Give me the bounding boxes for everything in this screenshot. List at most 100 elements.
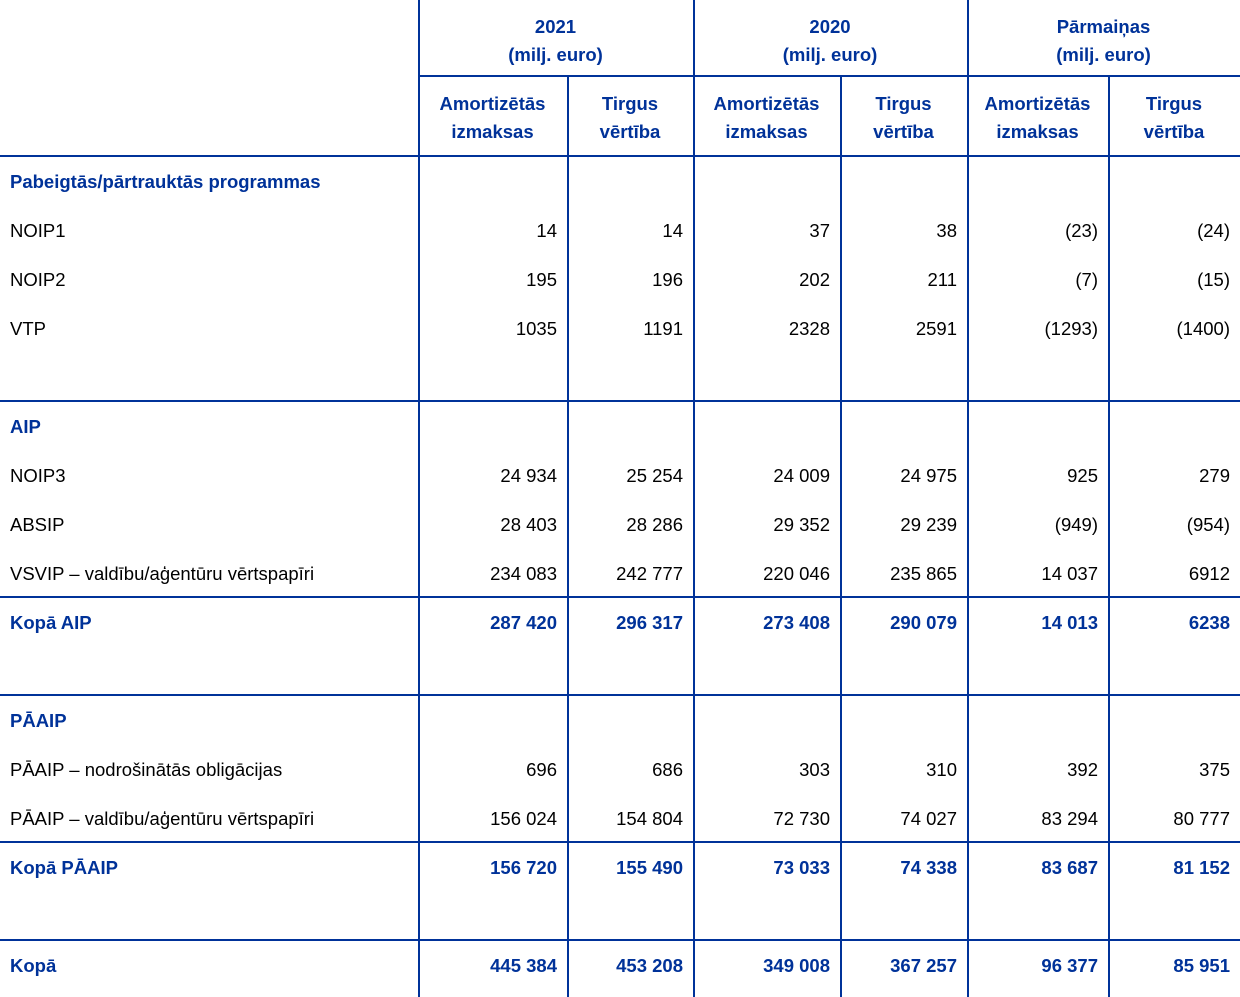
cell-value: 1035 xyxy=(515,318,557,339)
cell-value: 202 xyxy=(799,269,830,290)
cell-value: (7) xyxy=(1075,269,1098,290)
rule xyxy=(840,75,842,997)
cell-value: 83 687 xyxy=(1041,857,1098,878)
cell-value: 85 951 xyxy=(1173,955,1230,976)
cell-value: 6912 xyxy=(1188,563,1230,584)
total-label: Kopā xyxy=(10,955,57,976)
row-label: PĀAIP – valdību/aģentūru vērtspapīri xyxy=(10,808,315,829)
cell-value: 74 027 xyxy=(900,808,957,829)
rule xyxy=(418,0,420,997)
cell-value: 349 008 xyxy=(763,955,830,976)
cell-value: 14 013 xyxy=(1041,612,1098,633)
rule xyxy=(693,0,695,997)
rule xyxy=(0,841,1240,843)
sub-header: vērtība xyxy=(599,120,661,142)
cell-value: 29 352 xyxy=(773,514,830,535)
rule xyxy=(0,939,1240,941)
cell-value: (23) xyxy=(1065,220,1098,241)
sub-header: Tirgus xyxy=(875,92,932,114)
sub-header: izmaksas xyxy=(725,120,808,142)
group-title: 2021 xyxy=(534,15,577,37)
row-label: PĀAIP – nodrošinātās obligācijas xyxy=(10,759,283,780)
cell-value: 28 286 xyxy=(626,514,683,535)
row-label: NOIP3 xyxy=(10,465,66,486)
sub-header: Tirgus xyxy=(601,92,659,114)
rule xyxy=(0,596,1240,598)
cell-value: 29 239 xyxy=(900,514,957,535)
cell-value: 375 xyxy=(1199,759,1230,780)
sub-header: Amortizētās xyxy=(713,92,820,114)
sub-header: vērtība xyxy=(1143,120,1205,142)
rule xyxy=(418,75,1240,77)
row-label: NOIP2 xyxy=(10,269,66,290)
cell-value: (1293) xyxy=(1044,318,1098,339)
cell-value: 156 720 xyxy=(490,857,557,878)
cell-value: (1400) xyxy=(1176,318,1230,339)
cell-value: 80 777 xyxy=(1173,808,1230,829)
rule xyxy=(0,155,1240,157)
cell-value: 24 975 xyxy=(900,465,957,486)
sub-header: vērtība xyxy=(873,120,934,142)
cell-value: 303 xyxy=(799,759,830,780)
row-label: NOIP1 xyxy=(10,220,66,241)
group-unit: (milj. euro) xyxy=(508,43,603,65)
cell-value: 156 024 xyxy=(490,808,557,829)
cell-value: 696 xyxy=(526,759,557,780)
rule xyxy=(567,75,569,997)
cell-value: 6238 xyxy=(1188,612,1230,633)
cell-value: 72 730 xyxy=(773,808,830,829)
cell-value: 14 xyxy=(662,220,683,241)
cell-value: 14 xyxy=(536,220,557,241)
cell-value: 686 xyxy=(652,759,683,780)
sub-header: Amortizētās xyxy=(439,92,546,114)
rule xyxy=(0,400,1240,402)
cell-value: 74 338 xyxy=(900,857,957,878)
total-label: Kopā AIP xyxy=(10,612,92,633)
cell-value: 24 934 xyxy=(500,465,557,486)
cell-value: 1191 xyxy=(643,318,683,339)
cell-value: (949) xyxy=(1054,514,1098,535)
cell-value: 96 377 xyxy=(1041,955,1098,976)
cell-value: 235 865 xyxy=(890,563,957,584)
cell-value: 453 208 xyxy=(616,955,683,976)
cell-value: 367 257 xyxy=(890,955,957,976)
section-title: Pabeigtās/pārtrauktās programmas xyxy=(10,171,321,192)
cell-value: 310 xyxy=(926,759,957,780)
sub-header: Tirgus xyxy=(1145,92,1203,114)
cell-value: 445 384 xyxy=(490,955,557,976)
total-label: Kopā PĀAIP xyxy=(10,857,118,878)
cell-value: 2328 xyxy=(788,318,830,339)
rule xyxy=(1108,75,1110,997)
cell-value: 287 420 xyxy=(490,612,557,633)
cell-value: 73 033 xyxy=(773,857,830,878)
group-unit: (milj. euro) xyxy=(1056,43,1151,65)
cell-value: 2591 xyxy=(915,318,957,339)
cell-value: 279 xyxy=(1199,465,1230,486)
cell-value: 195 xyxy=(526,269,557,290)
rule xyxy=(967,0,969,997)
cell-value: 242 777 xyxy=(616,563,683,584)
section-title: AIP xyxy=(10,416,41,437)
cell-value: 38 xyxy=(936,220,957,241)
cell-value: 925 xyxy=(1067,465,1098,486)
cell-value: 155 490 xyxy=(616,857,683,878)
cell-value: 37 xyxy=(809,220,830,241)
cell-value: 290 079 xyxy=(890,612,957,633)
cell-value: 211 xyxy=(927,269,958,290)
cell-value: 273 408 xyxy=(763,612,830,633)
cell-value: (24) xyxy=(1197,220,1230,241)
cell-value: (954) xyxy=(1186,514,1230,535)
sub-header: izmaksas xyxy=(451,120,534,142)
group-unit: (milj. euro) xyxy=(782,43,878,65)
group-title: 2020 xyxy=(809,15,851,37)
cell-value: 234 083 xyxy=(490,563,557,584)
sub-header: Amortizētās xyxy=(984,92,1091,114)
row-label: VSVIP – valdību/aģentūru vērtspapīri xyxy=(10,563,315,584)
cell-value: 220 046 xyxy=(763,563,830,584)
cell-value: (15) xyxy=(1197,269,1230,290)
cell-value: 81 152 xyxy=(1173,857,1230,878)
cell-value: 24 009 xyxy=(773,465,830,486)
row-label: VTP xyxy=(10,318,46,339)
cell-value: 25 254 xyxy=(626,465,683,486)
